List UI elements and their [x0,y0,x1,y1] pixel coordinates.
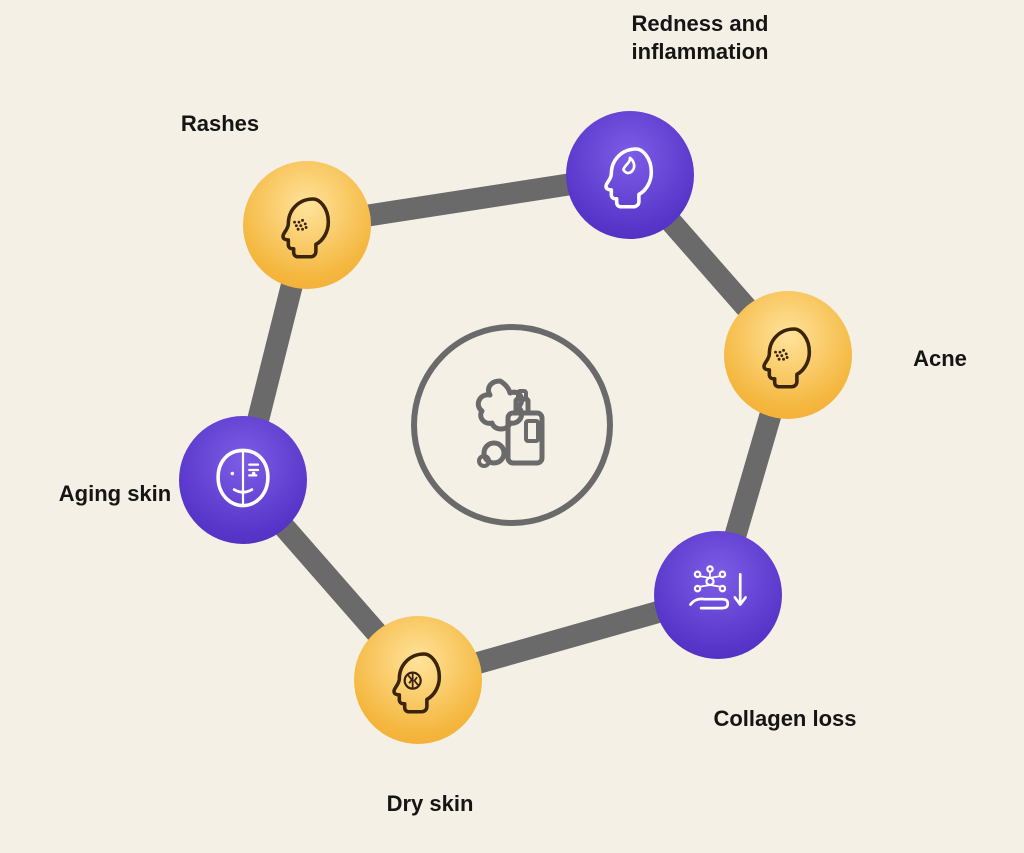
head-dots-icon [748,313,828,398]
label-collagen: Collagen loss [695,705,875,733]
node-redness [566,111,694,239]
label-dryskin: Dry skin [340,790,520,818]
head-flame-icon [590,133,670,218]
molecule-hand-icon [678,553,758,638]
node-aging [179,416,307,544]
infographic-stage: Redness and inflammation Acne Collagen lo… [0,0,1024,853]
node-acne [724,291,852,419]
head-cracked-icon [378,638,458,723]
label-redness: Redness and inflammation [570,10,830,65]
label-aging: Aging skin [55,480,175,508]
node-collagen [654,531,782,659]
center-ring [411,324,613,526]
head-aging-icon [203,438,283,523]
label-rashes: Rashes [140,110,300,138]
label-acne: Acne [880,345,1000,373]
head-dots-icon [267,183,347,268]
vape-icon [452,363,572,488]
node-dryskin [354,616,482,744]
node-rashes [243,161,371,289]
